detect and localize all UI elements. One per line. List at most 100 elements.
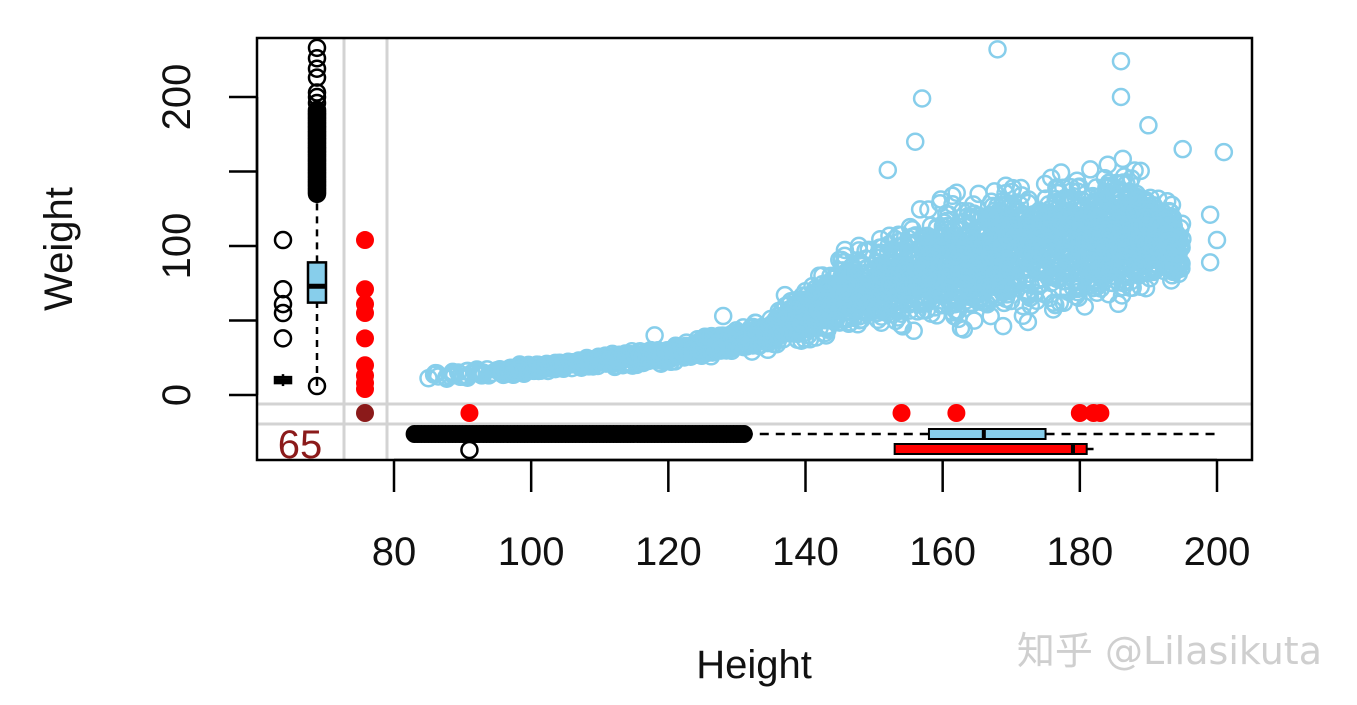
scatter-point bbox=[510, 360, 529, 379]
scatter-outlier-point bbox=[775, 285, 795, 305]
scatter-point bbox=[1113, 277, 1133, 297]
scatter-outlier-point bbox=[809, 266, 829, 286]
scatter-point bbox=[974, 227, 994, 247]
scatter-point bbox=[980, 246, 999, 266]
boxplot-outlier bbox=[307, 59, 327, 78]
scatter-point bbox=[994, 244, 1013, 264]
red-points-height-missing bbox=[356, 231, 374, 399]
scatter-point bbox=[622, 346, 641, 365]
scatter-point bbox=[956, 240, 975, 260]
boxplot-outlier bbox=[273, 303, 293, 323]
scatter-point bbox=[1066, 286, 1086, 306]
y-tick-label: 0 bbox=[155, 384, 199, 406]
y-axis: 0 100 200 bbox=[155, 64, 259, 406]
scatter-point bbox=[1115, 206, 1134, 226]
point-both-missing bbox=[356, 404, 374, 422]
scatter-point bbox=[1136, 207, 1155, 227]
scatter-point bbox=[1129, 231, 1148, 251]
scatter-point bbox=[961, 229, 981, 249]
red-point bbox=[356, 329, 374, 348]
scatter-point bbox=[915, 227, 934, 246]
scatter-point bbox=[938, 244, 958, 264]
x-tick-label: 160 bbox=[909, 530, 976, 574]
watermark-text: 知乎 @Lilasikuta bbox=[1017, 629, 1322, 673]
scatter-point bbox=[852, 310, 871, 329]
scatter-point bbox=[868, 299, 887, 318]
scatter-point bbox=[797, 286, 816, 305]
scatter-outlier-point bbox=[1200, 205, 1220, 224]
x-tick-label: 100 bbox=[498, 530, 565, 574]
scatter-outlier-point bbox=[713, 306, 733, 326]
scatter-point bbox=[1117, 187, 1136, 207]
scatter-point bbox=[826, 311, 846, 330]
scatter-point bbox=[471, 362, 490, 381]
boxplot-outlier bbox=[307, 100, 327, 120]
scatter-point bbox=[896, 261, 915, 281]
scatter-point bbox=[848, 273, 867, 293]
scatter-point bbox=[1041, 168, 1061, 188]
scatter-point bbox=[720, 339, 740, 359]
scatter-point bbox=[1126, 262, 1145, 282]
scatter-point bbox=[1170, 255, 1189, 275]
boxplot-outlier bbox=[307, 376, 327, 396]
scatter-point bbox=[1125, 202, 1145, 222]
scatter-point bbox=[1162, 271, 1181, 290]
scatter-point bbox=[1035, 174, 1055, 194]
scatter-point bbox=[939, 205, 959, 224]
scatter-point bbox=[808, 300, 828, 319]
x-tick-label: 80 bbox=[372, 530, 417, 574]
scatter-point bbox=[868, 272, 887, 291]
scatter-point bbox=[695, 329, 714, 349]
scatter-point bbox=[1029, 203, 1048, 222]
scatter-point bbox=[961, 207, 980, 227]
scatter-point bbox=[992, 237, 1011, 256]
x-tick-label: 140 bbox=[772, 530, 839, 574]
scatter-point bbox=[1159, 231, 1179, 251]
scatter-point bbox=[927, 306, 947, 325]
scatter-point bbox=[1143, 208, 1163, 228]
scatter-point bbox=[1045, 258, 1064, 278]
scatter-outlier-point bbox=[645, 326, 664, 345]
scatter-point bbox=[1096, 234, 1115, 253]
scatter-point bbox=[965, 311, 984, 330]
scatter-point bbox=[633, 347, 652, 367]
scatter-point bbox=[871, 229, 890, 249]
scatter-point bbox=[1081, 160, 1100, 179]
scatter-point bbox=[835, 246, 854, 266]
scatter-point bbox=[499, 361, 518, 381]
scatter-point bbox=[972, 292, 992, 312]
red-point bbox=[356, 231, 374, 250]
scatter-point bbox=[1105, 184, 1124, 203]
boxplot-box bbox=[306, 261, 328, 304]
scatter-point bbox=[536, 355, 555, 375]
scatter-point bbox=[928, 270, 947, 290]
scatter-point bbox=[1112, 286, 1132, 305]
scatter-point bbox=[980, 208, 1000, 227]
y-axis-title: Weight bbox=[37, 187, 81, 311]
scatter-point bbox=[904, 321, 923, 341]
scatter-point bbox=[997, 227, 1017, 247]
scatter-point bbox=[424, 365, 444, 384]
scatter-point bbox=[749, 335, 769, 355]
scatter-point bbox=[1046, 295, 1065, 315]
boxplot-box bbox=[927, 428, 1047, 440]
scatter-point bbox=[841, 274, 860, 293]
scatter-outlier-point bbox=[1111, 51, 1131, 71]
scatter-outlier-point bbox=[905, 132, 925, 151]
scatter-point bbox=[727, 324, 747, 343]
scatter-point bbox=[960, 265, 979, 284]
scatter-point bbox=[1100, 223, 1120, 243]
scatter-point bbox=[1054, 242, 1074, 262]
scatter-point bbox=[943, 186, 962, 206]
scatter-point bbox=[669, 346, 689, 365]
scatter-point bbox=[908, 302, 927, 321]
scatter-point bbox=[835, 284, 854, 304]
scatter-point bbox=[1125, 161, 1144, 180]
scatter-point bbox=[1100, 273, 1120, 293]
boxplot-box bbox=[893, 443, 1088, 455]
scatter-point bbox=[1042, 255, 1061, 274]
x-axis-title: Height bbox=[696, 643, 812, 687]
scatter-point bbox=[1059, 207, 1078, 226]
red-points-weight-missing bbox=[460, 404, 1110, 422]
x-tick-label: 180 bbox=[1046, 530, 1113, 574]
